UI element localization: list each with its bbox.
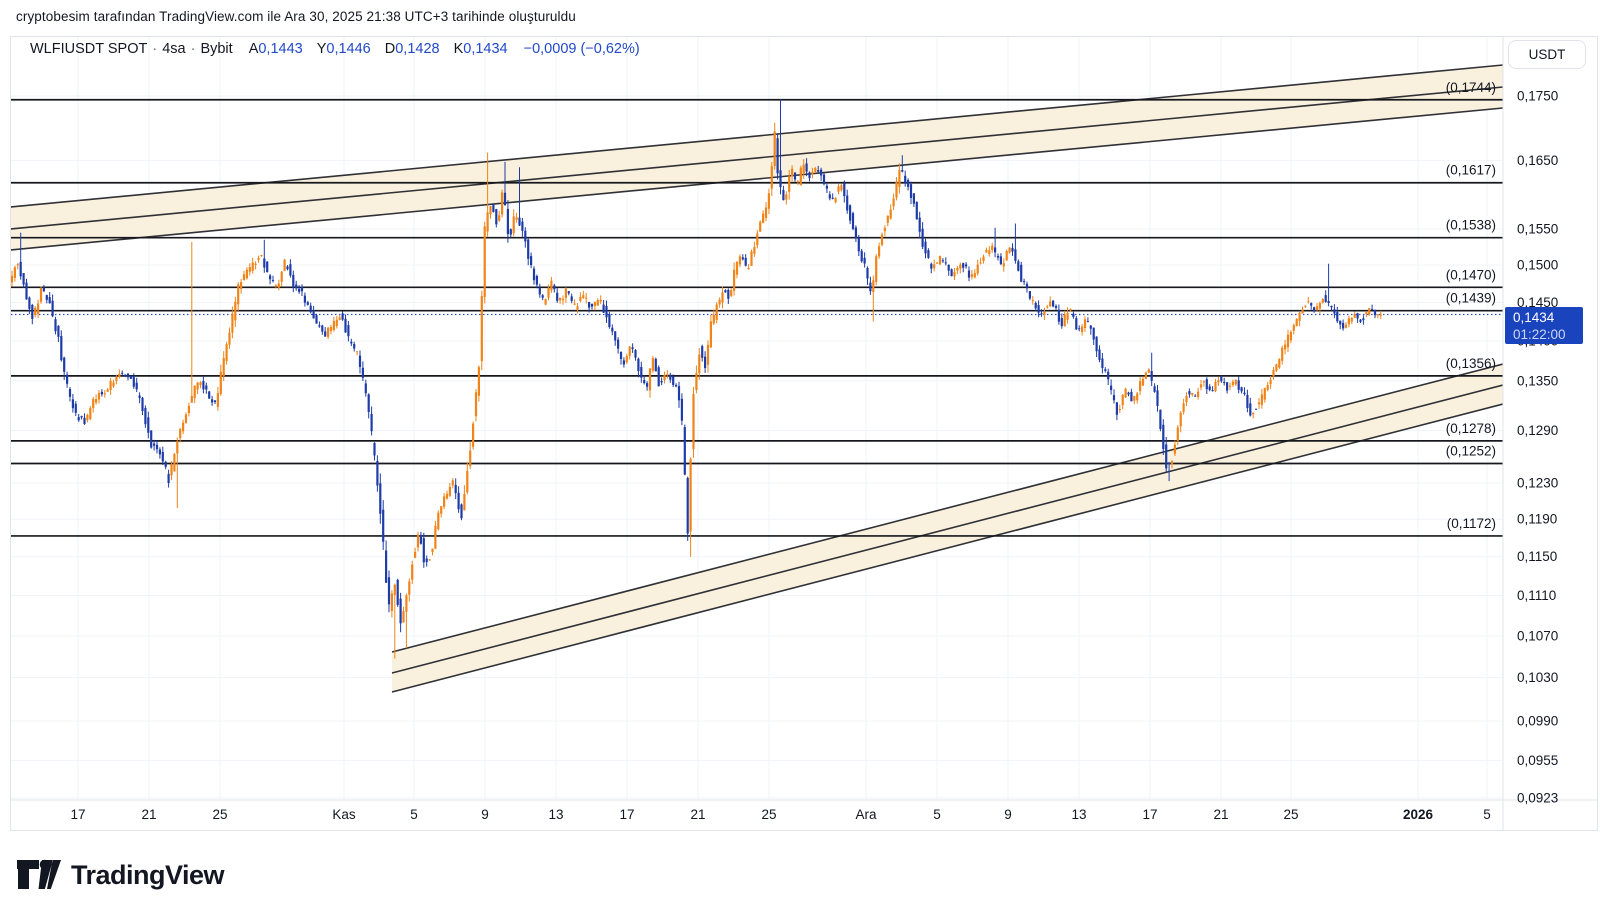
time-tick-label: 25 (1283, 807, 1298, 822)
price-tick-label: 0,1450 (1517, 295, 1558, 310)
time-tick-label: 5 (933, 807, 941, 822)
level-label: (0,1252) (1446, 443, 1496, 458)
level-labels: (0,1744) (0,1617) (0,1538) (0,1470) (0,1439)… (1446, 80, 1496, 531)
time-tick-label: 9 (1004, 807, 1012, 822)
price-tick-label: 0,0923 (1517, 791, 1558, 806)
time-tick-label: 21 (690, 807, 705, 822)
level-label: (0,1470) (1446, 267, 1496, 282)
time-tick-label: Ara (855, 807, 877, 822)
level-label: (0,1172) (1447, 516, 1496, 531)
currency-toggle[interactable]: USDT (1508, 40, 1586, 69)
attribution-text: cryptobesim tarafından TradingView.com i… (16, 9, 576, 24)
change-value: −0,0009 (−0,62%) (523, 41, 640, 57)
symbol-legend: WLFIUSDT SPOT · 4sa · Bybit A0,1443 Y0,1446 … (30, 41, 640, 57)
price-tick-label: 0,1350 (1517, 373, 1558, 388)
time-tick-label: 21 (141, 807, 156, 822)
low-value: D0,1428 (384, 41, 440, 57)
price-tick-label: 0,1190 (1517, 512, 1557, 527)
price-tick-label: 0,0955 (1517, 753, 1558, 768)
level-label: (0,1356) (1446, 356, 1496, 371)
close-value: K0,1434 (453, 41, 508, 57)
separator: · (190, 41, 196, 57)
time-tick-label: 17 (1142, 807, 1157, 822)
time-tick-label: 5 (1483, 807, 1491, 822)
time-tick-label: 5 (410, 807, 418, 822)
price-tick-label: 0,1030 (1517, 670, 1558, 685)
price-badge: 0,1434 01:22:00 (1505, 307, 1583, 344)
level-label: (0,1439) (1446, 291, 1496, 306)
price-axis[interactable]: 0,17500,16500,15500,15000,14500,14000,13… (1517, 89, 1558, 806)
time-tick-label: 13 (548, 807, 563, 822)
tradingview-logo-icon (17, 859, 61, 889)
time-tick-label: Kas (332, 807, 356, 822)
time-tick-label: 9 (481, 807, 489, 822)
tradingview-logo-text: TradingView (71, 859, 225, 890)
price-tick-label: 0,1290 (1517, 423, 1558, 438)
time-axis[interactable]: 17 21 25 Kas 5 9 13 17 21 25 Ara 5 9 13 17 21 25 2026 5 (70, 807, 1490, 822)
level-label: (0,1538) (1446, 218, 1496, 233)
open-value: A0,1443 (248, 41, 303, 57)
chart-panel-border (10, 36, 1598, 831)
price-tick-label: 0,1550 (1517, 222, 1558, 237)
high-value: Y0,1446 (316, 41, 371, 57)
time-tick-label: 2026 (1403, 807, 1434, 822)
timeframe-label: 4sa (162, 41, 186, 57)
candlesticks (11, 99, 1382, 659)
plot-area[interactable] (0, 37, 1503, 800)
symbol-title[interactable]: WLFIUSDT SPOT · 4sa · Bybit (30, 41, 233, 57)
time-tick-label: 13 (1071, 807, 1086, 822)
price-tick-label: 0,1070 (1517, 628, 1558, 643)
price-chart[interactable]: (0,1744) (0,1617) (0,1538) (0,1470) (0,1439)… (0, 0, 1600, 847)
time-tick-label: 25 (212, 807, 227, 822)
ohlc-values: A0,1443 Y0,1446 D0,1428 K0,1434 −0,0009 … (249, 41, 640, 57)
price-tick-label: 0,1750 (1517, 89, 1558, 104)
price-tick-label: 0,1150 (1517, 549, 1557, 564)
symbol-name: WLFIUSDT SPOT (30, 41, 148, 57)
upper-ascending-channel[interactable] (0, 64, 1503, 251)
time-tick-label: 21 (1213, 807, 1228, 822)
price-tick-label: 0,0990 (1517, 714, 1558, 729)
candle-countdown: 01:22:00 (1513, 326, 1566, 342)
price-tick-label: 0,1500 (1517, 258, 1558, 273)
last-price-label: 0,1434 (1513, 309, 1555, 325)
level-label: (0,1744) (1446, 80, 1496, 95)
exchange-label: Bybit (200, 41, 233, 57)
time-tick-label: 17 (619, 807, 634, 822)
lower-ascending-channel[interactable] (391, 363, 1503, 693)
separator: · (152, 41, 158, 57)
price-levels[interactable] (11, 98, 1503, 537)
price-tick-label: 0,1110 (1517, 588, 1556, 603)
level-label: (0,1278) (1446, 421, 1496, 436)
price-tick-label: 0,1650 (1517, 153, 1558, 168)
price-tick-label: 0,1230 (1517, 475, 1558, 490)
level-label: (0,1617) (1446, 163, 1496, 178)
tradingview-logo[interactable]: TradingView (16, 858, 225, 892)
time-tick-label: 17 (70, 807, 85, 822)
time-tick-label: 25 (761, 807, 776, 822)
